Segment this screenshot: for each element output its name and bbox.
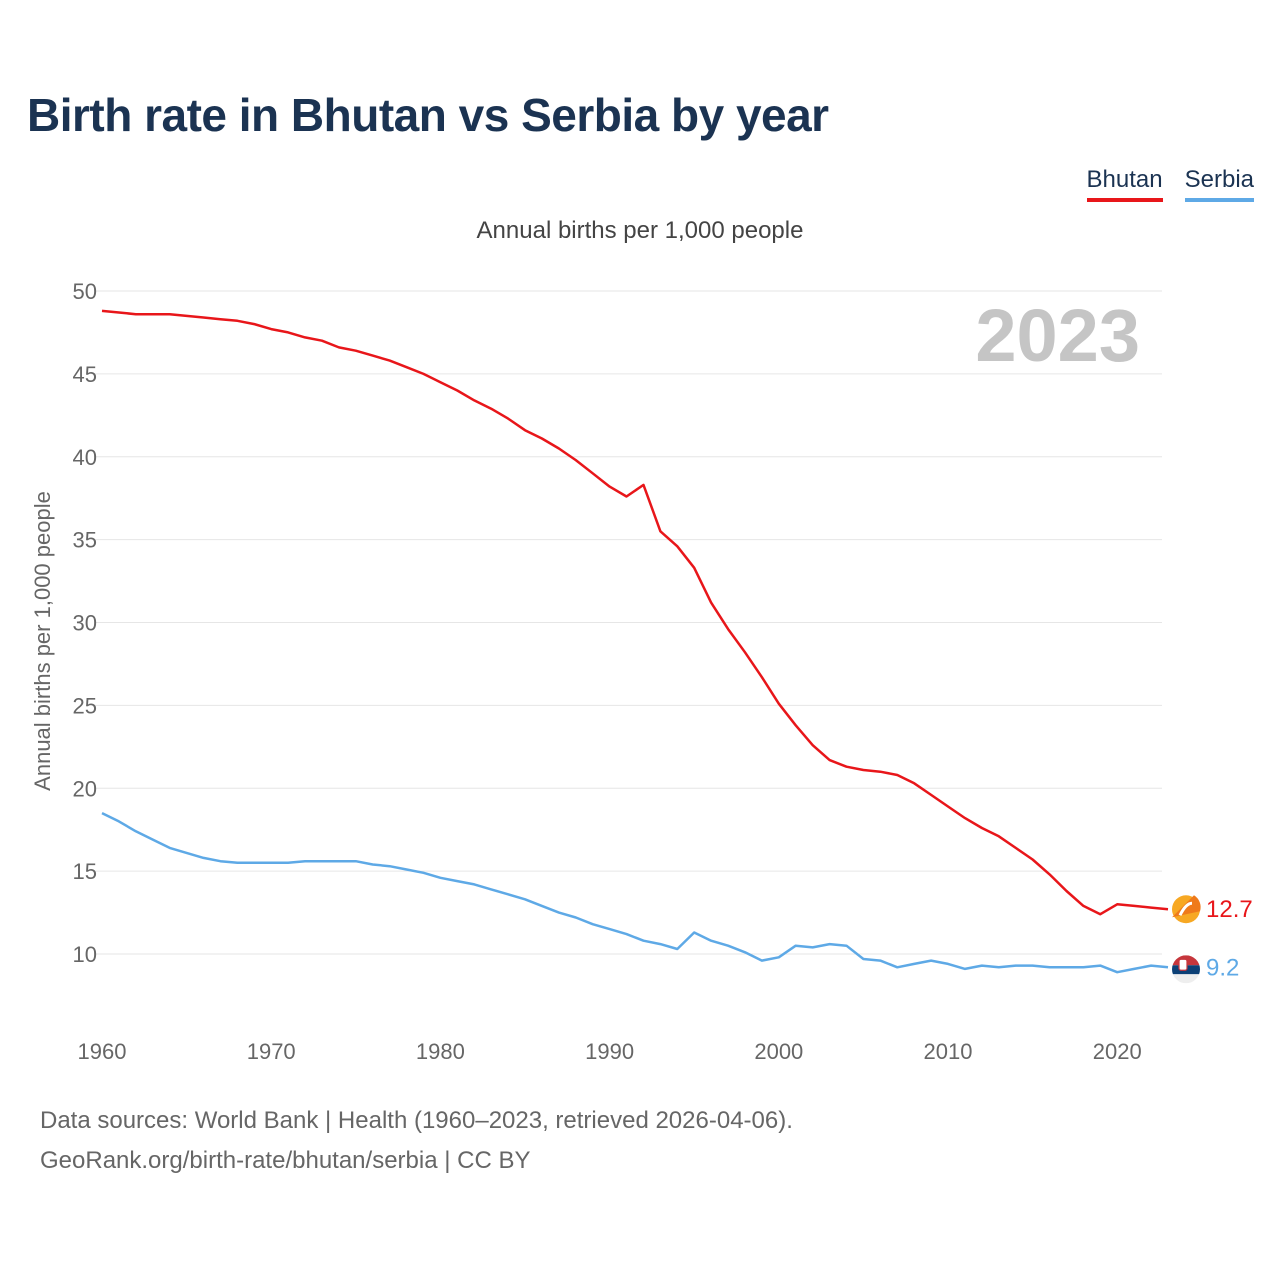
x-tick-label: 1980	[416, 1039, 465, 1064]
serbia-flag-icon	[1172, 955, 1200, 984]
y-tick-label: 50	[73, 279, 97, 304]
gridlines	[95, 290, 1162, 955]
y-tick-label: 20	[73, 776, 97, 801]
y-tick-label: 25	[73, 693, 97, 718]
chart-subtitle: Annual births per 1,000 people	[476, 217, 804, 244]
y-tick-label: 30	[73, 611, 97, 636]
source-note: Data sources: World Bank | Health (1960–…	[40, 1107, 793, 1134]
y-axis-label: Annual births per 1,000 people	[30, 491, 55, 791]
legend-item-bhutan[interactable]: Bhutan	[1086, 166, 1163, 202]
chart-title: Birth rate in Bhutan vs Serbia by year	[27, 89, 829, 141]
x-tick-label: 1990	[585, 1039, 634, 1064]
source-url[interactable]: GeoRank.org/birth-rate/bhutan/serbia | C…	[40, 1147, 531, 1174]
year-watermark: 2023	[975, 294, 1140, 377]
x-tick-label: 1970	[247, 1039, 296, 1064]
end-value-label-serbia: 9.2	[1206, 954, 1239, 981]
y-tick-label: 45	[73, 362, 97, 387]
y-tick-label: 10	[73, 942, 97, 967]
x-tick-label: 2010	[924, 1039, 973, 1064]
y-tick-label: 35	[73, 528, 97, 553]
x-tick-label: 1960	[78, 1039, 127, 1064]
x-tick-label: 2020	[1093, 1039, 1142, 1064]
serbia-coat-of-arms-icon	[1178, 958, 1188, 971]
y-axis-ticks: 10 15 20 25 30 35 40 45 50	[73, 279, 97, 967]
series-lines	[101, 309, 1169, 974]
bhutan-dragon-icon	[1178, 901, 1193, 916]
legend-item-serbia[interactable]: Serbia	[1184, 166, 1254, 202]
end-value-label-bhutan: 12.7	[1206, 896, 1253, 923]
series-line-serbia[interactable]	[101, 811, 1169, 974]
end-markers: 12.7 9.2	[1172, 895, 1253, 984]
y-tick-label: 40	[73, 445, 97, 470]
series-line-bhutan[interactable]	[101, 309, 1169, 916]
x-axis-ticks: 1960 1970 1980 1990 2000 2010 2020	[78, 1039, 1142, 1064]
y-tick-label: 15	[73, 859, 97, 884]
legend: Bhutan Serbia	[1086, 166, 1254, 202]
x-tick-label: 2000	[754, 1039, 803, 1064]
